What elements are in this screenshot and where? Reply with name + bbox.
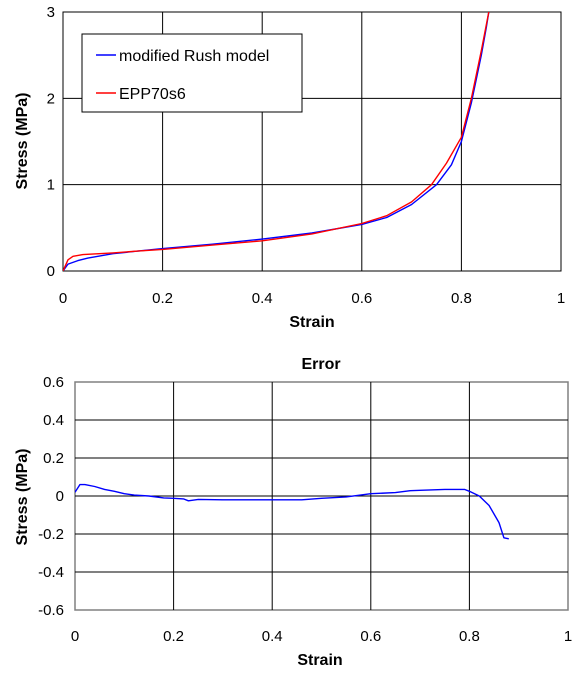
x-tick-labels-1: 0 0.2 0.4 0.6 0.8 1 <box>59 290 565 307</box>
y-tick-label: 0 <box>47 263 55 280</box>
x-tick-label: 0.6 <box>351 290 372 307</box>
chart-title-error: Error <box>301 356 340 373</box>
y-axis-label-2: Stress (MPa) <box>14 449 31 546</box>
x-tick-label: 0 <box>59 290 67 307</box>
x-tick-label: 0.4 <box>252 290 273 307</box>
x-tick-label: 0.2 <box>152 290 173 307</box>
x-tick-label: 0.8 <box>451 290 472 307</box>
series-line-epp70s6 <box>63 12 490 271</box>
legend-label-modified-rush-model: modified Rush model <box>119 48 269 65</box>
x-tick-label: 0.8 <box>459 628 480 645</box>
series-group-2 <box>75 483 509 540</box>
y-tick-labels-2: -0.6 -0.4 -0.2 0 0.2 0.4 0.6 <box>38 374 64 619</box>
y-tick-label: 0.4 <box>43 412 64 429</box>
legend: modified Rush model EPP70s6 <box>81 33 303 113</box>
x-tick-label: 0.4 <box>262 628 283 645</box>
y-tick-label: -0.2 <box>38 526 64 543</box>
x-tick-label: 0 <box>71 628 79 645</box>
y-tick-label: 3 <box>47 4 55 21</box>
x-axis-label-2: Strain <box>297 652 342 669</box>
y-tick-label: 0.6 <box>43 374 64 391</box>
y-tick-label: 2 <box>47 90 55 107</box>
y-axis-label-1: Stress (MPa) <box>14 93 31 190</box>
y-tick-label: -0.4 <box>38 564 64 581</box>
x-tick-label: 0.2 <box>163 628 184 645</box>
y-tick-label: 0.2 <box>43 450 64 467</box>
y-tick-label: 1 <box>47 177 55 194</box>
legend-box <box>81 33 303 113</box>
series-line-error <box>75 483 509 540</box>
series-group-1 <box>63 12 490 271</box>
grid-2 <box>75 382 568 610</box>
y-tick-label: -0.6 <box>38 602 64 619</box>
x-tick-label: 1 <box>564 628 572 645</box>
y-tick-labels-1: 0 1 2 3 <box>47 4 55 280</box>
legend-label-epp70s6: EPP70s6 <box>119 86 186 103</box>
x-axis-label-1: Strain <box>289 314 334 331</box>
x-tick-label: 1 <box>557 290 565 307</box>
x-tick-labels-2: 0 0.2 0.4 0.6 0.8 1 <box>71 628 572 645</box>
error-chart: Error 0 0.2 0.4 0.6 0.8 1 -0.6 -0.4 -0.2 0 0.2 0.4… <box>14 356 572 669</box>
x-tick-label: 0.6 <box>360 628 381 645</box>
y-tick-label: 0 <box>56 488 64 505</box>
